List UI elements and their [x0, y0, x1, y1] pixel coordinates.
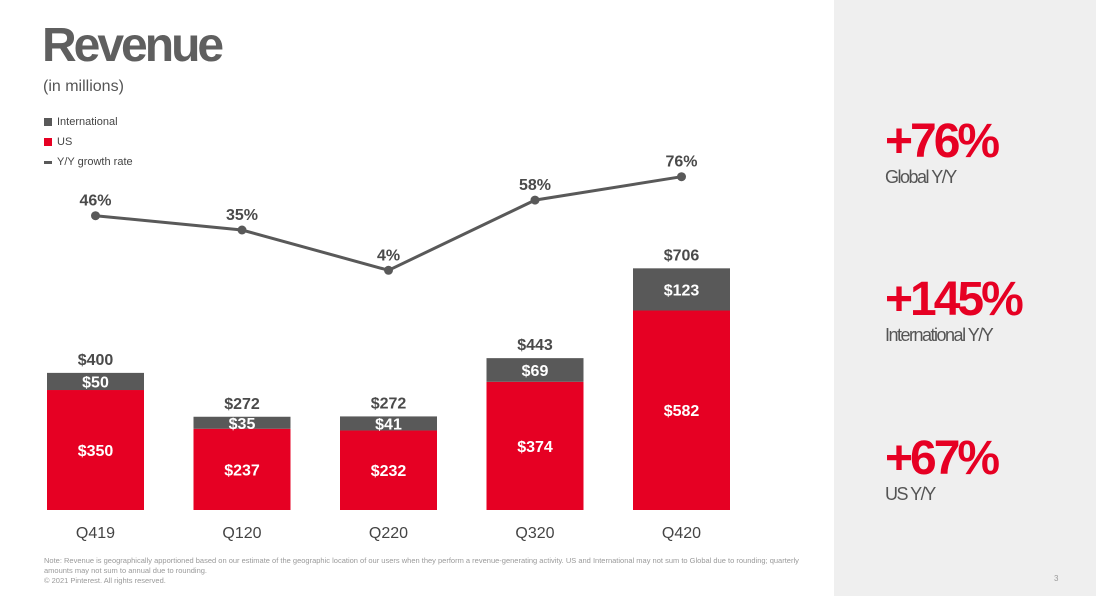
page-number: 3 [1054, 574, 1059, 583]
highlights-panel [834, 0, 1096, 596]
bar-label-international-Q320: $69 [522, 363, 549, 380]
total-label-Q220: $272 [371, 395, 407, 412]
legend-label-growth-rate: Y/Y growth rate [57, 156, 133, 168]
page-title: Revenue [42, 19, 224, 72]
bar-label-international-Q419: $50 [82, 374, 109, 391]
copyright: © 2021 Pinterest. All rights reserved. [44, 576, 166, 585]
x-tick-Q419: Q419 [76, 525, 115, 542]
legend-label-international: International [57, 116, 118, 128]
total-label-Q320: $443 [517, 337, 553, 354]
legend-item-international: International [44, 112, 133, 132]
total-label-Q120: $272 [224, 396, 260, 413]
growth-label-Q320: 58% [519, 177, 551, 194]
bar-us-Q320 [486, 381, 584, 510]
bar-us-Q120 [193, 428, 291, 510]
stat-international: +145% International Y/Y [885, 273, 1024, 346]
growth-point-Q120 [237, 225, 247, 235]
legend-swatch-us [44, 138, 52, 146]
stat-international-label: International Y/Y [885, 325, 994, 345]
bar-us-Q420 [633, 310, 730, 510]
legend-swatch-growth-rate [44, 160, 52, 164]
legend-swatch-international [44, 118, 52, 126]
stat-global-label: Global Y/Y [885, 167, 957, 187]
bar-label-international-Q220: $41 [375, 416, 402, 433]
footnote: Note: Revenue is geographically apportio… [44, 556, 799, 575]
stat-international-value: +145% [885, 273, 1024, 326]
stat-us-label: US Y/Y [885, 484, 936, 504]
bar-label-us-Q220: $232 [371, 463, 407, 480]
bar-label-international-Q120: $35 [229, 416, 256, 433]
growth-label-Q220: 4% [377, 247, 400, 264]
bar-international-Q220 [340, 416, 437, 431]
stat-global-value: +76% [885, 115, 1000, 168]
legend-label-us: US [57, 136, 73, 148]
growth-point-Q419 [91, 211, 100, 221]
bar-label-us-Q420: $582 [664, 403, 700, 420]
x-tick-Q320: Q320 [515, 525, 554, 542]
growth-point-Q420 [677, 172, 686, 182]
legend-item-us: US [44, 132, 133, 152]
x-tick-Q120: Q120 [222, 525, 261, 542]
bar-label-us-Q120: $237 [224, 462, 260, 479]
stat-us: +67% US Y/Y [885, 432, 1000, 505]
bar-label-international-Q420: $123 [664, 282, 700, 299]
bar-international-Q420 [633, 268, 730, 311]
x-tick-Q420: Q420 [662, 525, 701, 542]
bar-international-Q120 [193, 416, 291, 429]
x-tick-Q220: Q220 [369, 525, 408, 542]
page-subtitle: (in millions) [43, 78, 124, 95]
growth-label-Q120: 35% [226, 207, 258, 224]
total-label-Q419: $400 [78, 352, 114, 369]
bar-us-Q220 [340, 430, 437, 510]
growth-point-Q220 [384, 265, 393, 275]
bar-international-Q419 [47, 372, 144, 391]
bar-label-us-Q419: $350 [78, 443, 114, 460]
bar-label-us-Q320: $374 [517, 439, 553, 456]
bar-international-Q320 [486, 358, 584, 382]
legend-item-growth-rate: Y/Y growth rate [44, 152, 133, 172]
revenue-chart: $350 $50 $400 Q419 $237 $35 $272 Q120 $232 $41 $27… [47, 154, 730, 542]
growth-label-Q419: 46% [79, 193, 111, 210]
chart-legend: International US Y/Y growth rate [44, 112, 133, 172]
bar-us-Q419 [47, 390, 144, 510]
total-label-Q420: $706 [664, 247, 700, 264]
stat-global: +76% Global Y/Y [885, 115, 1000, 188]
growth-label-Q420: 76% [665, 154, 697, 171]
growth-point-Q320 [530, 195, 540, 205]
stat-us-value: +67% [885, 432, 1000, 485]
